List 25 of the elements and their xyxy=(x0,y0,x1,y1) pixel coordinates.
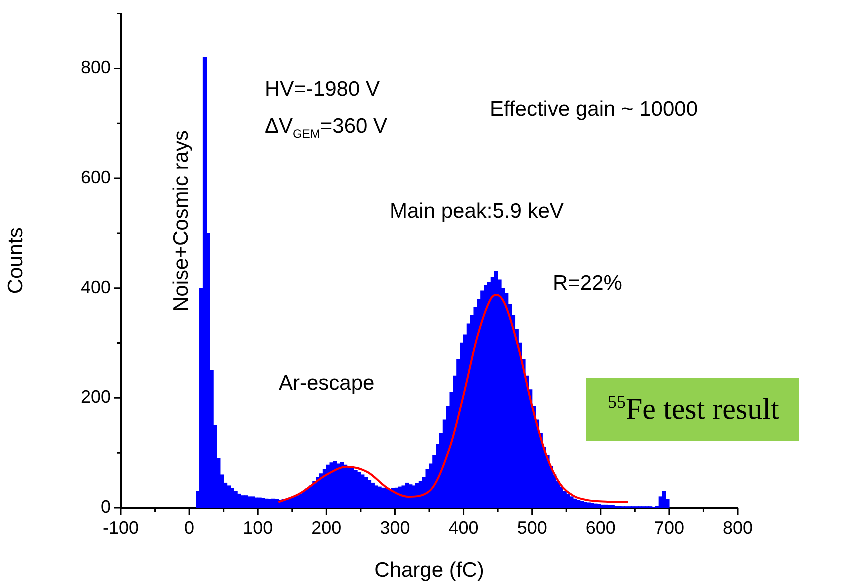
annotation: Effective gain ~ 10000 xyxy=(490,98,698,122)
x-tick-label: 400 xyxy=(448,518,479,538)
y-tick-label: 0 xyxy=(100,496,111,517)
y-tick-label: 800 xyxy=(80,58,111,78)
y-tick-label: 400 xyxy=(80,277,111,298)
x-tick-label: 600 xyxy=(586,518,616,538)
x-axis-title: Charge (fC) xyxy=(374,559,484,582)
annotation: HV=-1980 V xyxy=(265,78,380,102)
annotation: $^{55}$Fe test result xyxy=(586,378,800,441)
x-tick-label: 500 xyxy=(517,518,548,538)
x-tick-label: 0 xyxy=(184,518,195,538)
annotation: ΔV$_{GEM}$=360 V xyxy=(265,115,388,142)
annotation: Main peak:5.9 keV xyxy=(390,200,564,224)
annotation: Noise+Cosmic rays xyxy=(170,130,194,312)
y-tick-label: 600 xyxy=(80,168,111,188)
x-tick-label: 200 xyxy=(312,518,342,538)
y-tick-label: 200 xyxy=(80,387,111,408)
x-tick-label: 700 xyxy=(654,518,684,538)
x-tick-label: 300 xyxy=(380,518,410,538)
x-tick-label: 800 xyxy=(722,518,754,538)
annotation: Ar-escape xyxy=(279,372,375,396)
x-tick-label: 100 xyxy=(243,518,274,538)
x-tick-label: -100 xyxy=(102,518,140,538)
annotation: R=22% xyxy=(553,272,622,296)
y-axis-title: Counts xyxy=(4,228,28,294)
